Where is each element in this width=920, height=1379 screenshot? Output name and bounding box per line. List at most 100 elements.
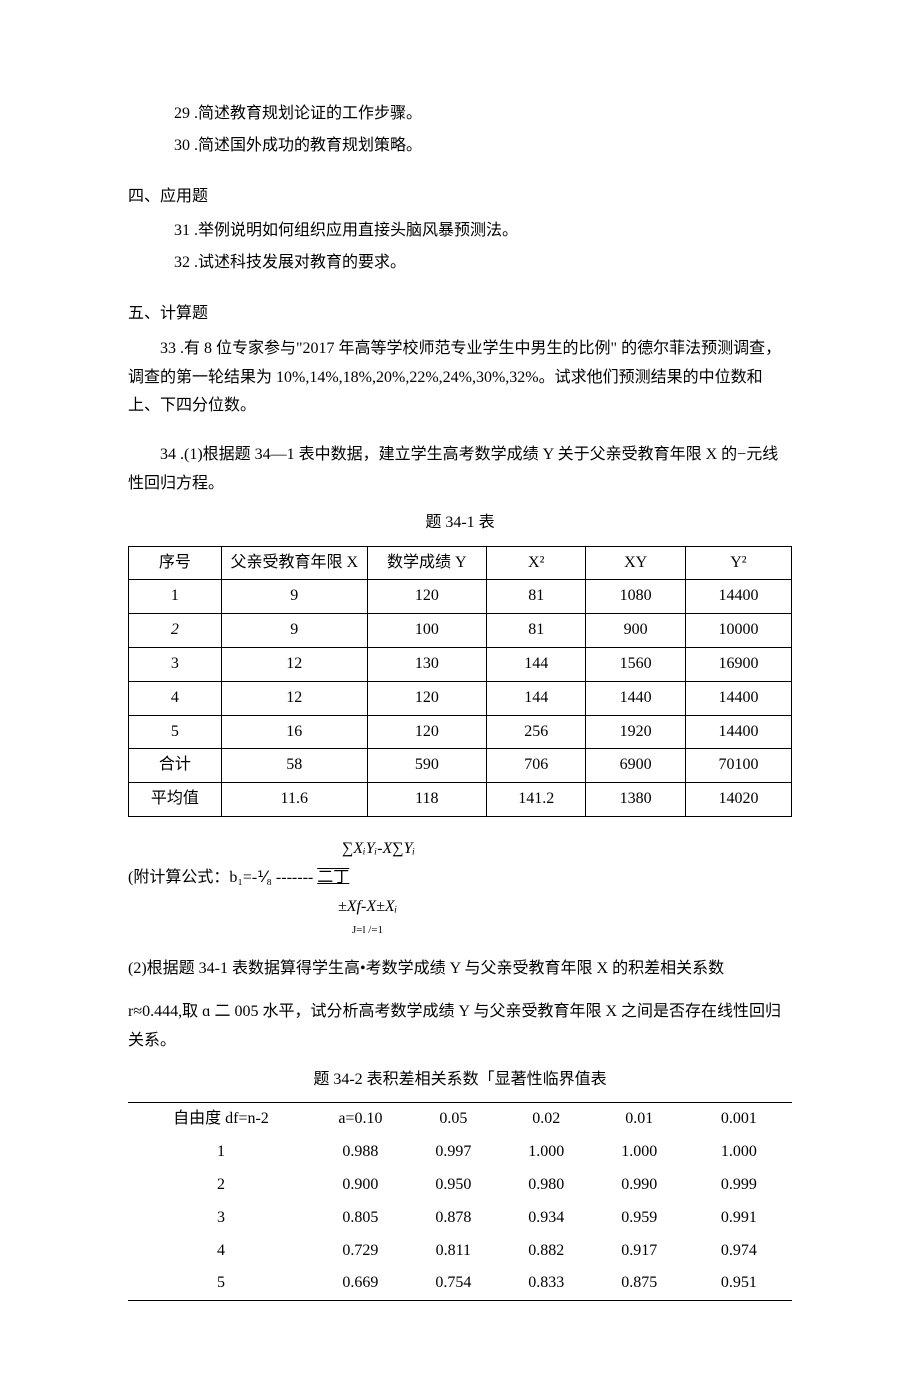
table2-cell: 1.000 (593, 1136, 686, 1169)
table1-cell: 100 (367, 614, 486, 648)
table1-cell: 16900 (685, 647, 791, 681)
table2-cell: 0.997 (407, 1136, 500, 1169)
table2-header: 0.05 (407, 1103, 500, 1136)
formula-top: ∑XᵢYᵢ-X∑Yᵢ (128, 835, 792, 864)
formula-bot: ±Xf-X±Xᵢ (128, 893, 792, 922)
table1-cell: 9 (221, 614, 367, 648)
table1-cell: 256 (487, 715, 586, 749)
section-4-heading: 四、应用题 (128, 183, 792, 212)
table2-cell: 3 (128, 1202, 314, 1235)
table1-cell: 10000 (685, 614, 791, 648)
table1-cell: 14020 (685, 783, 791, 817)
question-33-line1: 33 .有 8 位专家参与"2017 年高等学校师范专业学生中男生的比例" 的德… (128, 335, 792, 364)
table1-cell: 900 (586, 614, 685, 648)
table2-cell: 1.000 (686, 1136, 792, 1169)
table1-cell: 120 (367, 580, 486, 614)
table1-cell: 1380 (586, 783, 685, 817)
table1-cell: 2 (129, 614, 222, 648)
question-29: 29 .简述教育规划论证的工作步骤。 (128, 100, 792, 129)
table2-cell: 0.950 (407, 1169, 500, 1202)
table1-cell: 4 (129, 681, 222, 715)
table2-cell: 0.959 (593, 1202, 686, 1235)
table1-cell: 590 (367, 749, 486, 783)
table1-cell: 118 (367, 783, 486, 817)
table2-cell: 0.951 (686, 1267, 792, 1300)
table1-cell: 120 (367, 715, 486, 749)
section-5-heading: 五、计算题 (128, 300, 792, 329)
table2-cell: 0.917 (593, 1235, 686, 1268)
table1-cell: 130 (367, 647, 486, 681)
table1-cell: 144 (487, 681, 586, 715)
table2-header: a=0.10 (314, 1103, 407, 1136)
question-34-2b: r≈0.444,取 ɑ 二 005 水平，试分析高考数学成绩 Y 与父亲受教育年… (128, 998, 792, 1056)
table2-cell: 1.000 (500, 1136, 593, 1169)
table2-cell: 0.878 (407, 1202, 500, 1235)
question-32: 32 .试述科技发展对教育的要求。 (128, 249, 792, 278)
table2-cell: 0.805 (314, 1202, 407, 1235)
table2-cell: 0.875 (593, 1267, 686, 1300)
table1-header: 序号 (129, 546, 222, 580)
table1-cell: 14400 (685, 681, 791, 715)
table1-header: 数学成绩 Y (367, 546, 486, 580)
table1-cell: 120 (367, 681, 486, 715)
table1-cell: 平均值 (129, 783, 222, 817)
table2-header: 0.01 (593, 1103, 686, 1136)
formula-mid: (附计算公式：b₁=-⅟₈ ------- 二丁 (128, 864, 792, 893)
table1-cell: 81 (487, 580, 586, 614)
formula-prefix: (附计算公式：b₁=-⅟₈ ------- (128, 869, 317, 886)
table-34-2: 自由度 df=n-2a=0.100.050.020.010.00110.9880… (128, 1102, 792, 1301)
table1-cell: 70100 (685, 749, 791, 783)
table1-cell: 5 (129, 715, 222, 749)
table1-cell: 11.6 (221, 783, 367, 817)
table1-cell: 12 (221, 681, 367, 715)
table2-cell: 0.974 (686, 1235, 792, 1268)
table2-cell: 5 (128, 1267, 314, 1300)
table1-cell: 1080 (586, 580, 685, 614)
table1-cell: 12 (221, 647, 367, 681)
table2-cell: 0.980 (500, 1169, 593, 1202)
table2-cell: 0.999 (686, 1169, 792, 1202)
table1-header: 父亲受教育年限 X (221, 546, 367, 580)
table2-cell: 0.934 (500, 1202, 593, 1235)
table2-caption: 题 34-2 表积差相关系数「显著性临界值表 (128, 1066, 792, 1095)
table2-cell: 4 (128, 1235, 314, 1268)
table1-cell: 16 (221, 715, 367, 749)
table1-cell: 14400 (685, 580, 791, 614)
table1-cell: 144 (487, 647, 586, 681)
table1-cell: 14400 (685, 715, 791, 749)
question-31: 31 .举例说明如何组织应用直接头脑风暴预测法。 (128, 217, 792, 246)
formula-block: ∑XᵢYᵢ-X∑Yᵢ (附计算公式：b₁=-⅟₈ ------- 二丁 ±Xf-… (128, 835, 792, 941)
table2-cell: 1 (128, 1136, 314, 1169)
table1-cell: 141.2 (487, 783, 586, 817)
table2-cell: 2 (128, 1169, 314, 1202)
table2-cell: 0.900 (314, 1169, 407, 1202)
table1-cell: 1440 (586, 681, 685, 715)
formula-glyph: 二丁 (317, 869, 349, 886)
table1-cell: 1 (129, 580, 222, 614)
table2-header: 自由度 df=n-2 (128, 1103, 314, 1136)
question-34-2a: (2)根据题 34-1 表数据算得学生高•考数学成绩 Y 与父亲受教育年限 X … (128, 955, 792, 984)
question-30: 30 .简述国外成功的教育规划策略。 (128, 132, 792, 161)
table2-cell: 0.990 (593, 1169, 686, 1202)
table1-cell: 合计 (129, 749, 222, 783)
table1-header: X² (487, 546, 586, 580)
question-33-line2: 调查的第一轮结果为 10%,14%,18%,20%,22%,24%,30%,32… (128, 364, 792, 422)
table2-header: 0.001 (686, 1103, 792, 1136)
table1-cell: 3 (129, 647, 222, 681)
table2-cell: 0.991 (686, 1202, 792, 1235)
table1-cell: 6900 (586, 749, 685, 783)
table1-cell: 9 (221, 580, 367, 614)
table1-header: XY (586, 546, 685, 580)
table2-cell: 0.988 (314, 1136, 407, 1169)
table1-cell: 1560 (586, 647, 685, 681)
formula-sub: J=l /=1 (128, 921, 792, 941)
table-34-1: 序号父亲受教育年限 X数学成绩 YX²XYY²19120811080144002… (128, 546, 792, 817)
table1-cell: 706 (487, 749, 586, 783)
table2-cell: 0.882 (500, 1235, 593, 1268)
table1-header: Y² (685, 546, 791, 580)
table2-cell: 0.669 (314, 1267, 407, 1300)
table2-cell: 0.729 (314, 1235, 407, 1268)
table1-cell: 1920 (586, 715, 685, 749)
table1-cell: 58 (221, 749, 367, 783)
table2-cell: 0.811 (407, 1235, 500, 1268)
